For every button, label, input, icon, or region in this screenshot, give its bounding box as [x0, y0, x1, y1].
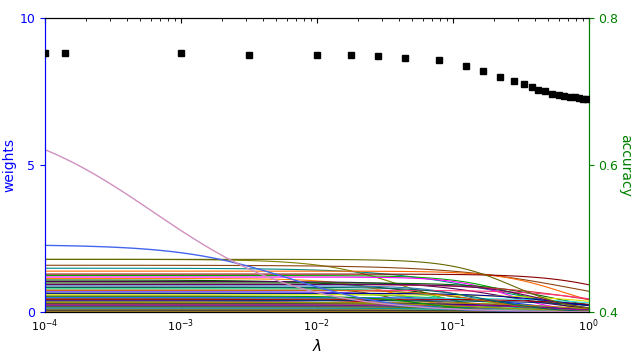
- Y-axis label: weights: weights: [3, 138, 17, 192]
- X-axis label: λ: λ: [312, 339, 321, 354]
- Y-axis label: accuracy: accuracy: [618, 133, 632, 197]
